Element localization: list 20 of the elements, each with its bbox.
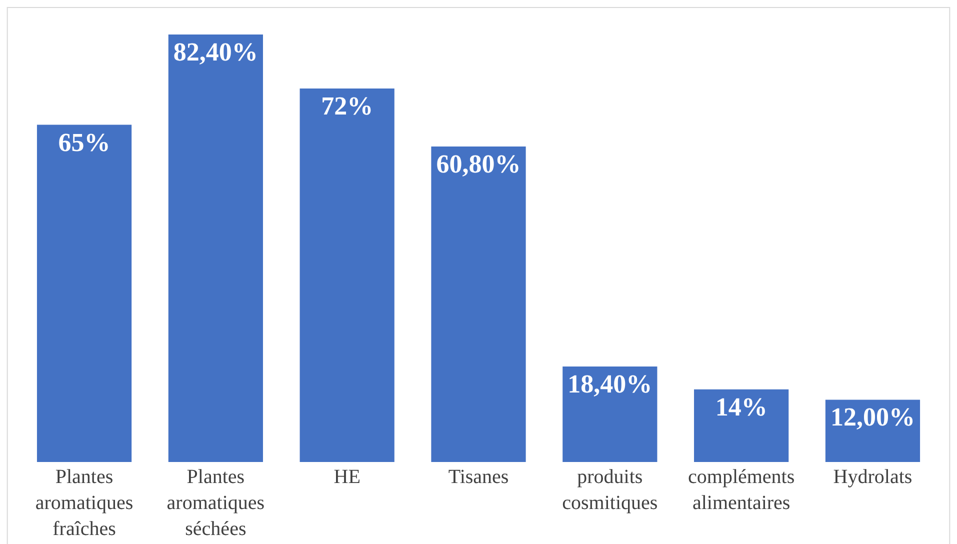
x-tick-label: Plantes aromatiques fraîches <box>35 466 134 540</box>
bar <box>431 146 526 462</box>
data-label: 82,40% <box>173 38 258 66</box>
data-label: 18,40% <box>568 370 652 399</box>
bar <box>562 366 658 462</box>
x-tick-label: compléments alimentaires <box>688 466 795 514</box>
data-label: 60,80% <box>436 150 521 179</box>
x-tick-label: produits cosmitiques <box>562 466 658 514</box>
data-label: 14% <box>715 392 768 422</box>
bar <box>300 88 394 462</box>
x-tick-label: Plantes aromatiques séchées <box>166 466 265 540</box>
x-tick-label: Hydrolats <box>833 466 912 488</box>
bar <box>36 124 132 462</box>
data-label: 65% <box>58 128 110 157</box>
bar <box>694 389 789 462</box>
bar <box>168 34 263 462</box>
x-tick-label: Tisanes <box>448 466 509 488</box>
data-label: 12,00% <box>830 402 915 432</box>
data-label: 72% <box>321 91 374 120</box>
x-tick-label: HE <box>334 466 360 488</box>
